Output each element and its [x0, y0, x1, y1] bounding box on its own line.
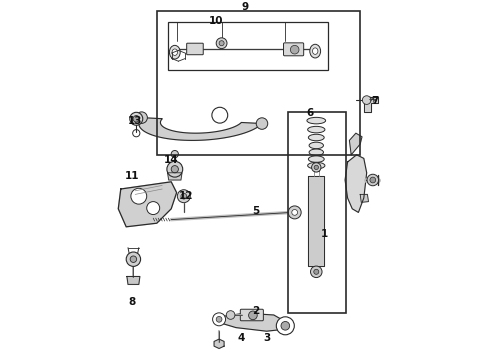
Ellipse shape	[308, 162, 325, 169]
Circle shape	[276, 317, 294, 335]
Circle shape	[226, 311, 235, 319]
Polygon shape	[139, 118, 262, 140]
Polygon shape	[127, 276, 140, 284]
Text: 3: 3	[263, 333, 270, 343]
Polygon shape	[118, 182, 176, 227]
Ellipse shape	[170, 45, 180, 59]
Ellipse shape	[308, 156, 324, 162]
Polygon shape	[168, 173, 182, 180]
Circle shape	[291, 45, 299, 54]
Ellipse shape	[172, 49, 177, 55]
Text: 5: 5	[252, 206, 259, 216]
Text: 13: 13	[128, 116, 143, 126]
Circle shape	[126, 252, 141, 266]
Circle shape	[130, 112, 143, 125]
Bar	[168, 22, 328, 70]
Circle shape	[181, 193, 187, 199]
FancyBboxPatch shape	[284, 43, 304, 56]
Text: 10: 10	[209, 16, 223, 26]
Text: 2: 2	[252, 306, 259, 316]
Circle shape	[312, 163, 321, 172]
Text: 1: 1	[320, 229, 328, 239]
Circle shape	[292, 210, 297, 215]
Text: 14: 14	[164, 155, 178, 165]
Ellipse shape	[309, 149, 323, 156]
Circle shape	[177, 190, 190, 203]
Text: 6: 6	[306, 108, 314, 118]
Bar	[157, 11, 360, 155]
Circle shape	[130, 256, 137, 262]
Text: 7: 7	[371, 96, 378, 106]
Circle shape	[133, 116, 140, 122]
Polygon shape	[308, 176, 324, 266]
Polygon shape	[218, 313, 286, 331]
FancyBboxPatch shape	[240, 309, 263, 321]
Circle shape	[248, 311, 257, 320]
Ellipse shape	[313, 48, 318, 54]
Ellipse shape	[310, 44, 320, 58]
Text: 4: 4	[238, 333, 245, 343]
Circle shape	[314, 269, 319, 274]
Circle shape	[281, 321, 290, 330]
Circle shape	[311, 266, 322, 278]
Circle shape	[256, 118, 268, 129]
Polygon shape	[214, 339, 224, 348]
Polygon shape	[364, 97, 378, 112]
Text: 9: 9	[242, 2, 248, 12]
FancyBboxPatch shape	[187, 43, 203, 55]
Circle shape	[216, 316, 222, 322]
Circle shape	[212, 107, 228, 123]
Circle shape	[314, 165, 319, 170]
Circle shape	[136, 112, 147, 123]
Text: 12: 12	[178, 191, 193, 201]
Circle shape	[167, 161, 183, 177]
Circle shape	[288, 206, 301, 219]
Ellipse shape	[307, 117, 326, 124]
Text: 11: 11	[124, 171, 139, 181]
Circle shape	[219, 41, 224, 46]
Text: 8: 8	[128, 297, 135, 307]
Polygon shape	[345, 155, 367, 212]
Circle shape	[370, 177, 376, 183]
Circle shape	[131, 188, 147, 204]
Circle shape	[213, 313, 225, 326]
Circle shape	[363, 96, 371, 104]
Circle shape	[171, 150, 178, 158]
Ellipse shape	[308, 126, 325, 133]
Polygon shape	[349, 133, 362, 155]
Polygon shape	[360, 194, 368, 202]
Circle shape	[147, 202, 160, 215]
Bar	[288, 112, 346, 313]
Ellipse shape	[309, 142, 323, 149]
Circle shape	[171, 166, 178, 173]
Ellipse shape	[308, 134, 324, 141]
Circle shape	[367, 174, 379, 186]
Circle shape	[216, 38, 227, 49]
